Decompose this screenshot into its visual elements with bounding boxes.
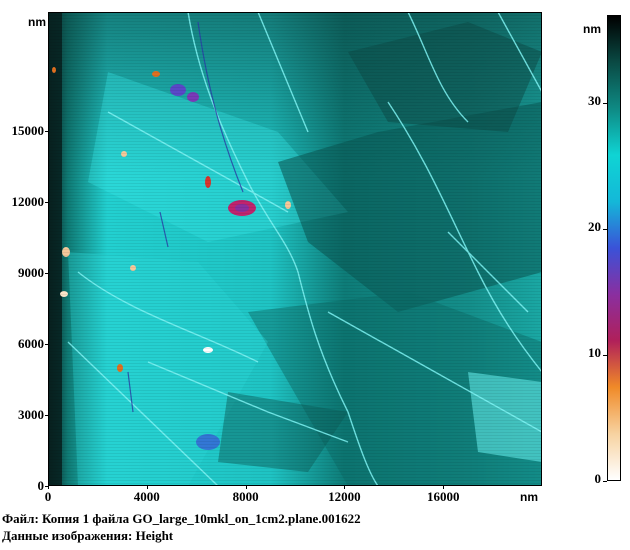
x-tick-mark bbox=[48, 486, 49, 489]
colorbar-tick-mark bbox=[603, 481, 607, 482]
y-tick-label: 0 bbox=[37, 478, 45, 493]
y-tick-label: 6000 bbox=[18, 335, 44, 351]
colorbar-tick-label: 20 bbox=[588, 219, 601, 235]
colorbar-tick-label: 0 bbox=[594, 471, 602, 486]
file-name-line: Файл: Копия 1 файла GO_large_10mkl_on_1c… bbox=[2, 511, 361, 526]
y-tick-mark bbox=[45, 343, 48, 345]
x-tick-label: 4000 bbox=[133, 489, 160, 504]
x-tick-mark bbox=[245, 486, 247, 489]
x-tick-label: 12000 bbox=[328, 489, 361, 504]
colorbar-tick-label: 30 bbox=[588, 93, 601, 109]
y-tick-label: 15000 bbox=[11, 122, 45, 138]
image-data-line: Данные изображения: Height bbox=[2, 528, 174, 543]
colorbar-tick-mark bbox=[603, 229, 607, 231]
colorbar-tick-mark bbox=[603, 355, 607, 357]
x-tick-label: 0 bbox=[44, 489, 52, 504]
x-tick-mark bbox=[443, 486, 445, 489]
y-tick-mark bbox=[45, 414, 48, 416]
y-tick-mark bbox=[45, 201, 48, 203]
y-tick-label: 9000 bbox=[18, 264, 44, 280]
y-tick-mark bbox=[45, 272, 48, 274]
colorbar bbox=[607, 15, 621, 481]
x-tick-mark bbox=[146, 486, 148, 489]
y-tick-mark bbox=[45, 486, 48, 487]
y-tick-mark bbox=[45, 130, 48, 132]
colorbar-unit: nm bbox=[583, 22, 601, 36]
x-axis-unit: nm bbox=[520, 490, 538, 504]
x-tick-label: 8000 bbox=[232, 489, 259, 504]
colorbar-tick-label: 10 bbox=[588, 345, 601, 361]
colorbar-tick-mark bbox=[603, 103, 607, 105]
afm-height-image bbox=[48, 12, 542, 486]
y-tick-label: 12000 bbox=[11, 193, 45, 209]
x-tick-label: 16000 bbox=[426, 489, 460, 504]
y-tick-label: 3000 bbox=[18, 406, 44, 422]
x-tick-mark bbox=[344, 486, 346, 489]
y-axis-unit: nm bbox=[28, 15, 46, 29]
